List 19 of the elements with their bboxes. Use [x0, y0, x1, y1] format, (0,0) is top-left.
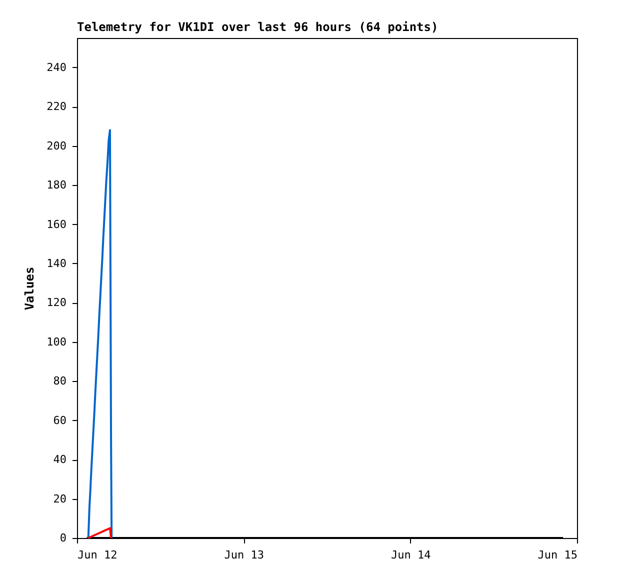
y-tick-label: 20 [53, 492, 66, 506]
y-tick-label: 180 [46, 178, 66, 192]
x-tick-label: Jun 13 [224, 548, 264, 562]
x-tick-label: Jun 12 [78, 548, 118, 562]
x-tick-label: Jun 15 [538, 548, 578, 562]
y-tick-label: 0 [60, 532, 66, 544]
chart-title: Telemetry for VK1DI over last 96 hours (64 points) [77, 20, 438, 34]
y-tick-label: 200 [46, 139, 66, 152]
x-tick-label: Jun 14 [390, 548, 432, 562]
y-tick-label: 100 [46, 335, 66, 348]
y-tick-label: 220 [46, 100, 66, 114]
y-tick-label: 140 [46, 256, 66, 270]
y-tick-label: 80 [53, 374, 66, 388]
y-axis-title: Values [22, 266, 37, 310]
y-tick-label: 160 [46, 218, 66, 231]
y-tick-label: 60 [53, 414, 66, 427]
y-tick-label: 120 [46, 296, 66, 310]
y-tick-label: 40 [53, 453, 66, 466]
y-tick-label: 240 [46, 60, 66, 74]
